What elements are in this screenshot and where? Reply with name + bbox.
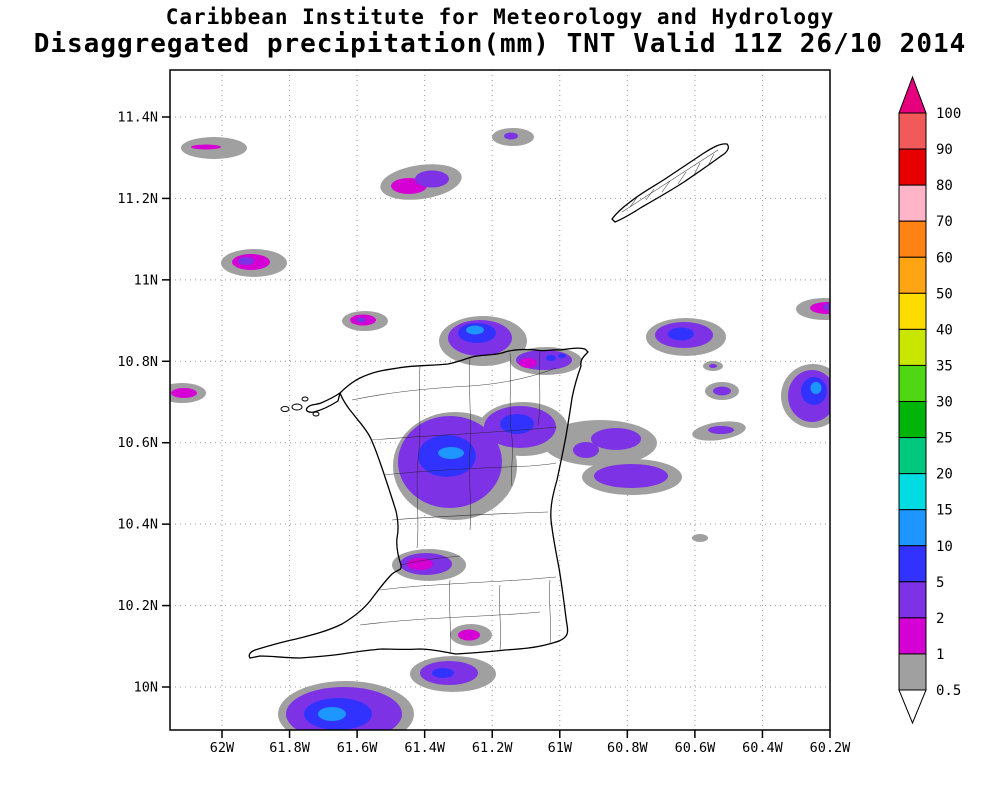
precip-blob-left-edge bbox=[170, 383, 206, 403]
colorbar-label: 90 bbox=[936, 142, 953, 158]
colorbar-label: 60 bbox=[936, 250, 953, 266]
lat-tick-label: 10.2N bbox=[117, 598, 158, 614]
precip-blob-ne-peninsula bbox=[510, 347, 582, 375]
colorbar-label: 5 bbox=[936, 575, 944, 591]
colorbar-label: 10 bbox=[936, 539, 953, 555]
precip-blob-south-trinidad bbox=[392, 549, 466, 581]
colorbar-segment bbox=[898, 112, 927, 150]
precip-blob-east-streak bbox=[692, 421, 746, 441]
lon-tick-label: 61.6W bbox=[337, 740, 379, 756]
colorbar-segment bbox=[898, 401, 927, 439]
colorbar-label: 25 bbox=[936, 431, 953, 447]
bocas-island-1 bbox=[291, 403, 303, 411]
bocas-island-3 bbox=[301, 396, 309, 402]
colorbar-segment bbox=[898, 292, 927, 330]
lon-tick-label: 60.4W bbox=[742, 740, 784, 756]
precip-blob-north-small bbox=[492, 128, 534, 146]
colorbar-segment bbox=[898, 437, 927, 475]
administrative-boundaries bbox=[351, 149, 719, 655]
lat-tick-label: 11.4N bbox=[117, 110, 158, 126]
colorbar-label: 35 bbox=[936, 358, 953, 374]
colorbar-label: 2 bbox=[936, 611, 944, 627]
institute-title: Caribbean Institute for Meteorology and … bbox=[165, 5, 835, 29]
colorbar-label: 100 bbox=[936, 106, 961, 122]
lat-tick-label: 10N bbox=[134, 680, 158, 696]
lat-tick-label: 10.8N bbox=[117, 354, 158, 370]
lon-tick-label: 61.4W bbox=[404, 740, 446, 756]
latitude-axis-labels: 11.4N 11.2N 11N 10.8N 10.6N 10.4N 10.2N 10N bbox=[117, 110, 158, 696]
colorbar-segment bbox=[898, 328, 927, 366]
precipitation-shading bbox=[170, 128, 830, 730]
colorbar-arrow-below-min bbox=[898, 689, 927, 725]
lon-tick-label: 60.8W bbox=[607, 740, 649, 756]
colorbar-segment bbox=[898, 220, 927, 258]
product-title: Disaggregated precipitation(mm) TNT Vali… bbox=[33, 29, 967, 59]
colorbar-segment bbox=[898, 364, 927, 402]
precip-blob-south-offshore bbox=[410, 656, 496, 692]
colorbar-label: 1 bbox=[936, 647, 944, 663]
plot-frame bbox=[169, 69, 831, 731]
axis-ticks bbox=[162, 116, 831, 738]
colorbar-segment bbox=[898, 184, 927, 222]
colorbar-segment bbox=[898, 473, 927, 511]
precip-blob-central-trinidad bbox=[393, 402, 682, 520]
lat-tick-label: 11.2N bbox=[117, 191, 158, 207]
lat-tick-label: 10.4N bbox=[117, 517, 158, 533]
precip-blob-nw-corner bbox=[181, 137, 247, 159]
colorbar-label: 30 bbox=[936, 395, 953, 411]
colorbar-segment bbox=[898, 581, 927, 619]
lon-tick-label: 60.6W bbox=[675, 740, 717, 756]
precip-blob-bottom-edge bbox=[278, 681, 414, 730]
map-gridlines bbox=[170, 70, 830, 730]
colorbar-label: 0.5 bbox=[936, 683, 961, 699]
lon-tick-label: 61.2W bbox=[472, 740, 514, 756]
lon-tick-label: 62W bbox=[210, 740, 235, 756]
colorbar-label: 40 bbox=[936, 322, 953, 338]
longitude-axis-labels: 62W 61.8W 61.6W 61.4W 61.2W 61W 60.8W 60.6W 60.4… bbox=[210, 740, 851, 756]
bocas-island-2 bbox=[280, 406, 290, 412]
colorbar-segment bbox=[898, 256, 927, 294]
colorbar-segment bbox=[898, 148, 927, 186]
colorbar-segment bbox=[898, 653, 927, 691]
colorbar-segment bbox=[898, 545, 927, 583]
precip-blob-nw-of-trinidad bbox=[342, 311, 388, 331]
precip-blob-north-central bbox=[380, 164, 462, 200]
precip-blob-north-coast bbox=[439, 316, 527, 366]
colorbar-legend: 100 90 80 70 60 50 40 35 30 25 20 15 10 5 2 1 0.5 bbox=[898, 75, 961, 725]
lat-tick-label: 10.6N bbox=[117, 435, 158, 451]
precip-blob-east-small-1 bbox=[705, 382, 739, 400]
nw-peninsula bbox=[305, 392, 341, 413]
lon-tick-label: 61.8W bbox=[269, 740, 311, 756]
lon-tick-label: 60.2W bbox=[810, 740, 852, 756]
colorbar-segment bbox=[898, 509, 927, 547]
colorbar-label: 15 bbox=[936, 503, 953, 519]
colorbar-label: 50 bbox=[936, 286, 953, 302]
precip-blob-east-offshore-north bbox=[646, 318, 726, 356]
trinidad-coastline bbox=[248, 347, 589, 659]
precip-blob-west bbox=[221, 249, 287, 277]
precip-blob-right-edge-top bbox=[796, 298, 830, 320]
colorbar-label: 80 bbox=[936, 178, 953, 194]
lon-tick-label: 61W bbox=[548, 740, 573, 756]
colorbar-label: 20 bbox=[936, 467, 953, 483]
precip-blob-east-small-2 bbox=[703, 361, 723, 371]
colorbar-label: 70 bbox=[936, 214, 953, 230]
coastlines bbox=[248, 143, 729, 659]
lat-tick-label: 11N bbox=[134, 272, 158, 288]
precip-blob-se-dot bbox=[692, 534, 708, 542]
colorbar-segment bbox=[898, 617, 927, 655]
colorbar-arrow-above-max bbox=[898, 75, 927, 114]
bocas-island-4 bbox=[312, 411, 320, 417]
precip-blob-south-coast-small bbox=[450, 624, 492, 646]
precip-blob-right-edge bbox=[781, 364, 830, 428]
tobago-coastline bbox=[611, 143, 729, 223]
